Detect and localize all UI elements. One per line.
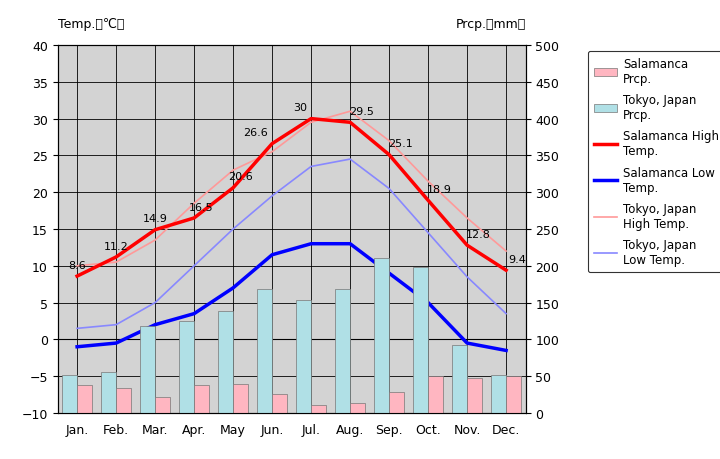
Bar [311, 405, 326, 413]
Text: 12.8: 12.8 [466, 230, 490, 239]
Bar [491, 375, 506, 413]
Salamanca High
Temp. [463, 243, 472, 248]
Salamanca High
Temp. [268, 141, 276, 147]
Tokyo, Japan
High Temp. [346, 109, 354, 115]
Tokyo, Japan
Low Temp. [150, 300, 159, 306]
Bar [506, 376, 521, 413]
Text: 18.9: 18.9 [427, 185, 451, 195]
Tokyo, Japan
Low Temp. [502, 311, 510, 317]
Tokyo, Japan
Low Temp. [463, 274, 472, 280]
Salamanca Low
Temp. [346, 241, 354, 247]
Tokyo, Japan
Low Temp. [346, 157, 354, 162]
Bar [389, 392, 404, 413]
Tokyo, Japan
Low Temp. [307, 164, 315, 170]
Salamanca Low
Temp. [307, 241, 315, 247]
Salamanca High
Temp. [307, 117, 315, 122]
Bar [297, 300, 311, 413]
Salamanca Low
Temp. [73, 344, 81, 350]
Line: Salamanca Low
Temp.: Salamanca Low Temp. [77, 244, 506, 351]
Bar [428, 376, 443, 413]
Line: Salamanca High
Temp.: Salamanca High Temp. [77, 119, 506, 276]
Tokyo, Japan
Low Temp. [424, 230, 433, 236]
Text: Prcp.（mm）: Prcp.（mm） [455, 18, 526, 31]
Bar [272, 394, 287, 413]
Bar [116, 388, 131, 413]
Text: 14.9: 14.9 [143, 214, 168, 224]
Tokyo, Japan
High Temp. [502, 249, 510, 254]
Bar [336, 290, 350, 413]
Salamanca Low
Temp. [384, 271, 393, 276]
Salamanca High
Temp. [424, 198, 433, 204]
Tokyo, Japan
Low Temp. [190, 263, 199, 269]
Bar [179, 321, 194, 413]
Bar [62, 375, 77, 413]
Salamanca Low
Temp. [463, 341, 472, 346]
Tokyo, Japan
Low Temp. [229, 227, 238, 232]
Text: 8.6: 8.6 [68, 260, 86, 270]
Text: 30: 30 [293, 103, 307, 113]
Bar [218, 312, 233, 413]
Bar [413, 268, 428, 413]
Tokyo, Japan
High Temp. [268, 150, 276, 155]
Salamanca Low
Temp. [150, 322, 159, 328]
Salamanca High
Temp. [229, 185, 238, 191]
Salamanca High
Temp. [73, 274, 81, 279]
Salamanca High
Temp. [346, 120, 354, 126]
Bar [467, 379, 482, 413]
Salamanca Low
Temp. [268, 252, 276, 258]
Tokyo, Japan
High Temp. [190, 201, 199, 207]
Bar [102, 372, 116, 413]
Tokyo, Japan
High Temp. [384, 139, 393, 144]
Bar [140, 326, 155, 413]
Salamanca High
Temp. [112, 255, 120, 260]
Salamanca High
Temp. [150, 228, 159, 233]
Tokyo, Japan
Low Temp. [73, 326, 81, 331]
Tokyo, Japan
High Temp. [150, 238, 159, 243]
Tokyo, Japan
High Temp. [229, 168, 238, 174]
Salamanca Low
Temp. [190, 311, 199, 317]
Text: 11.2: 11.2 [104, 241, 128, 251]
Tokyo, Japan
Low Temp. [268, 194, 276, 199]
Bar [374, 259, 389, 413]
Bar [77, 385, 92, 413]
Text: 16.5: 16.5 [189, 202, 213, 212]
Tokyo, Japan
High Temp. [424, 179, 433, 185]
Legend: Salamanca
Prcp., Tokyo, Japan
Prcp., Salamanca High
Temp., Salamanca Low
Temp., : Salamanca Prcp., Tokyo, Japan Prcp., Sal… [588, 52, 720, 273]
Text: 9.4: 9.4 [508, 254, 526, 264]
Bar [155, 397, 170, 413]
Tokyo, Japan
High Temp. [73, 263, 81, 269]
Tokyo, Japan
Low Temp. [384, 186, 393, 192]
Tokyo, Japan
Low Temp. [112, 322, 120, 328]
Salamanca Low
Temp. [112, 341, 120, 346]
Bar [350, 403, 365, 413]
Salamanca Low
Temp. [424, 300, 433, 306]
Text: 25.1: 25.1 [388, 139, 413, 149]
Salamanca High
Temp. [384, 152, 393, 158]
Text: Temp.（℃）: Temp.（℃） [58, 18, 124, 31]
Line: Tokyo, Japan
Low Temp.: Tokyo, Japan Low Temp. [77, 160, 506, 329]
Text: 20.6: 20.6 [228, 172, 253, 182]
Bar [257, 290, 272, 413]
Bar [233, 384, 248, 413]
Salamanca High
Temp. [502, 268, 510, 274]
Tokyo, Japan
High Temp. [307, 120, 315, 126]
Salamanca High
Temp. [190, 216, 199, 221]
Tokyo, Japan
High Temp. [463, 216, 472, 221]
Text: 29.5: 29.5 [348, 106, 374, 117]
Tokyo, Japan
High Temp. [112, 260, 120, 265]
Line: Tokyo, Japan
High Temp.: Tokyo, Japan High Temp. [77, 112, 506, 266]
Salamanca Low
Temp. [229, 285, 238, 291]
Bar [452, 345, 467, 413]
Salamanca Low
Temp. [502, 348, 510, 353]
Bar [194, 385, 209, 413]
Text: 26.6: 26.6 [243, 128, 268, 138]
